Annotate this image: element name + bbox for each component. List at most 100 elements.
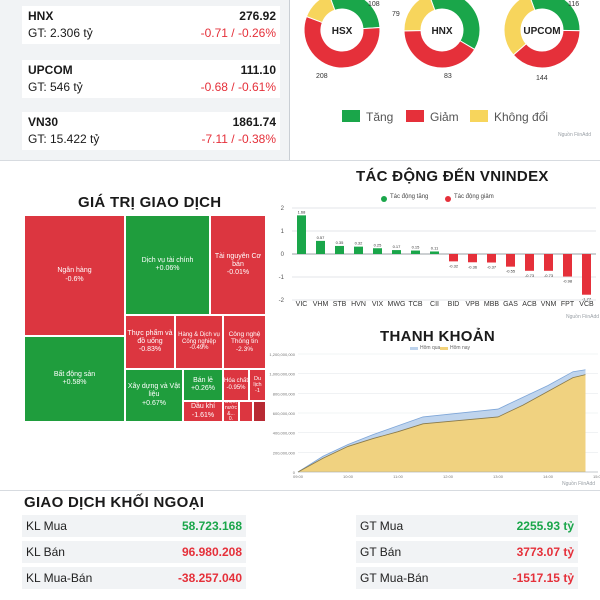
- treemap-cell-change: -0.95%: [226, 385, 246, 391]
- donut-down-count: 208: [316, 73, 328, 80]
- treemap: Ngân hàng -0.6% Bất động sản +0.58% Dịch…: [24, 215, 266, 422]
- donut-hole: [422, 10, 462, 50]
- liquidity-title: THANH KHOẢN: [380, 328, 495, 345]
- donut-down-count: 83: [444, 73, 452, 80]
- impact-bar[interactable]: [563, 254, 572, 277]
- impact-bar[interactable]: [316, 240, 325, 254]
- impact-bar[interactable]: [468, 254, 477, 263]
- liquidity-ytick-label: 1,200,000,000: [269, 352, 295, 357]
- impact-category-label: ACB: [522, 301, 537, 308]
- impact-bar[interactable]: [354, 246, 363, 254]
- treemap-cell-change: -1: [255, 388, 260, 395]
- impact-category-label: VIX: [372, 301, 384, 308]
- treemap-cell[interactable]: Dịch vụ tài chính +0.06%: [125, 215, 210, 315]
- impact-category-label: HVN: [351, 301, 366, 308]
- treemap-cell[interactable]: Điện, nước &... 0.: [223, 401, 239, 422]
- foreign-gt-buy-label: GT Mua: [360, 519, 404, 533]
- impact-category-label: BID: [448, 301, 460, 308]
- index-card-hnx: HNX 276.92 GT: 2.306 tỷ -0.71 / -0.26%: [22, 6, 280, 44]
- impact-bar[interactable]: [487, 254, 496, 263]
- impact-bar[interactable]: [525, 254, 534, 271]
- impact-bar[interactable]: [373, 248, 382, 254]
- impact-category-label: TCB: [409, 301, 423, 308]
- index-change: -7.11 / -0.38%: [201, 132, 276, 146]
- index-trade-value: GT: 15.422 tỷ: [28, 132, 100, 146]
- donut-segment-down: [403, 29, 476, 69]
- treemap-cell-change: -0.83%: [138, 346, 162, 354]
- divider: [289, 0, 290, 160]
- impact-ytick-label: 1: [281, 229, 285, 235]
- impact-bar-value: 0.57: [317, 235, 326, 240]
- treemap-cell[interactable]: Công nghệ Thông tin -2.3%: [223, 315, 266, 369]
- treemap-cell-name: Dịch vụ tài chính: [141, 256, 194, 264]
- treemap-cell[interactable]: Bất động sản +0.58%: [24, 336, 125, 422]
- treemap-cell-name: Công nghệ Thông tin: [228, 330, 261, 346]
- impact-bar[interactable]: [411, 250, 420, 254]
- index-value: 1861.74: [232, 115, 276, 129]
- liquidity-xtick-label: 14:00: [543, 474, 554, 479]
- foreign-gt-net-label: GT Mua-Bán: [360, 571, 429, 585]
- foreign-gt-sell-value: 3773.07 tỷ: [516, 545, 574, 559]
- impact-title: TÁC ĐỘNG ĐẾN VNINDEX: [356, 168, 549, 185]
- treemap-cell-small[interactable]: [253, 401, 266, 422]
- treemap-title: GIÁ TRỊ GIAO DỊCH: [78, 194, 222, 211]
- treemap-cell-name: Hàng & Dịch vụ Công nghiệp: [178, 331, 220, 345]
- foreign-row-bg: [22, 515, 246, 537]
- donut-label: HSX: [332, 26, 353, 37]
- impact-bar[interactable]: [392, 250, 401, 254]
- index-name: HNX: [28, 9, 54, 23]
- impact-bar-value: -0.37: [487, 265, 497, 270]
- treemap-cell-name: Du lịch: [253, 375, 262, 388]
- impact-ytick-label: -2: [279, 298, 285, 304]
- impact-bar[interactable]: [297, 215, 306, 254]
- treemap-cell-name: Điện, nước &...: [225, 401, 237, 417]
- impact-category-label: FPT: [561, 301, 575, 308]
- impact-bar[interactable]: [544, 254, 553, 271]
- treemap-cell[interactable]: Xây dựng và Vật liệu +0.67%: [125, 369, 183, 422]
- index-value: 276.92: [239, 9, 276, 23]
- foreign-title: GIAO DỊCH KHỐI NGOẠI: [24, 494, 205, 511]
- impact-bar-value: -0.36: [468, 264, 478, 269]
- impact-bar[interactable]: [449, 254, 458, 262]
- treemap-cell-change: -0.6%: [65, 275, 84, 283]
- foreign-kl-sell-label: KL Bán: [26, 545, 65, 559]
- impact-legend-down-dot: [445, 196, 451, 202]
- treemap-cell[interactable]: Ngân hàng -0.6%: [24, 215, 125, 336]
- impact-bar[interactable]: [335, 245, 344, 254]
- donut-up-count: 79: [392, 11, 400, 18]
- impact-bar[interactable]: [582, 254, 591, 295]
- impact-bar[interactable]: [430, 251, 439, 254]
- treemap-cell-change: +0.67%: [142, 399, 166, 407]
- foreign-kl-buy-value: 58.723.168: [181, 519, 242, 533]
- treemap-cell[interactable]: Bán lẻ +0.26%: [183, 369, 223, 401]
- treemap-cell[interactable]: Hàng & Dịch vụ Công nghiệp -0.49%: [175, 315, 223, 369]
- donut-segment-same: [503, 0, 536, 56]
- impact-bar-value: -0.98: [563, 279, 573, 284]
- legend-same-swatch: [470, 110, 488, 122]
- treemap-cell-small[interactable]: [239, 401, 253, 422]
- treemap-cell-name: Hóa chất: [224, 378, 249, 385]
- treemap-cell[interactable]: Hóa chất -0.95%: [223, 369, 249, 401]
- treemap-cell[interactable]: Du lịch -1: [249, 369, 266, 401]
- liquidity-ytick-label: 400,000,000: [273, 431, 296, 436]
- impact-category-label: MWG: [388, 301, 406, 308]
- donut-up-count: 108: [368, 1, 380, 8]
- impact-bar-value: 1.68: [298, 209, 307, 214]
- index-trade-value: GT: 546 tỷ: [28, 80, 83, 94]
- liquidity-ytick-label: 600,000,000: [273, 411, 296, 416]
- foreign-row-bg: [22, 541, 246, 563]
- treemap-cell-name: Xây dựng và Vật liệu: [127, 383, 181, 399]
- liquidity-xtick-label: 10:00: [343, 474, 354, 479]
- treemap-cell[interactable]: Tài nguyên Cơ bản -0.01%: [210, 215, 266, 315]
- treemap-cell[interactable]: Dầu khí -1.61%: [183, 401, 223, 422]
- impact-bar[interactable]: [506, 254, 515, 267]
- impact-bar-value: 0.25: [374, 242, 383, 247]
- donut-label: HNX: [431, 26, 452, 37]
- index-change: -0.68 / -0.61%: [200, 80, 276, 94]
- breadth-donuts: HSX 108 208 HNX 79 83 UPCOM 116 144: [303, 0, 581, 82]
- liquidity-ytick-label: 200,000,000: [273, 450, 296, 455]
- treemap-cell[interactable]: Thực phẩm và đồ uống -0.83%: [125, 315, 175, 369]
- impact-category-label: VPB: [465, 301, 479, 308]
- legend-down-swatch: [406, 110, 424, 122]
- impact-legend-up-dot: [381, 196, 387, 202]
